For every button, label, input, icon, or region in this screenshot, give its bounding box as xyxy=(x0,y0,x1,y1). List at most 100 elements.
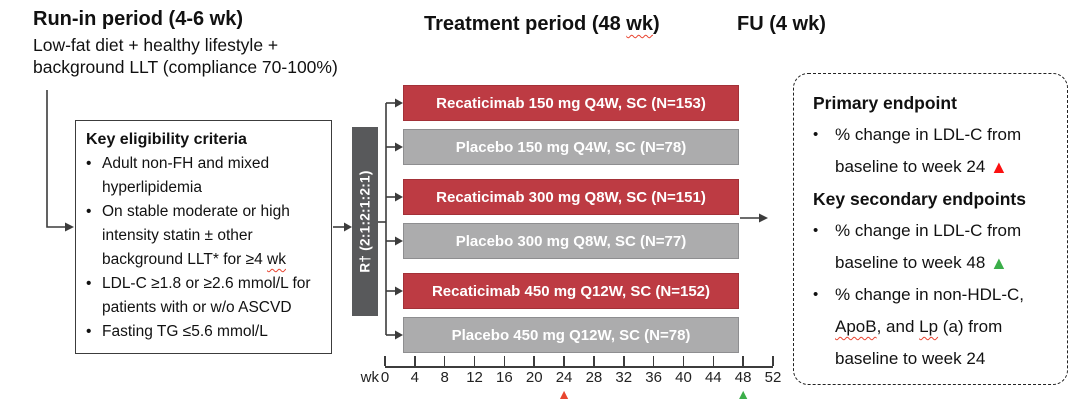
triangle-marker-icon: ▲ xyxy=(990,253,1008,273)
run-in-subtitle-line2: background LLT (compliance 70-100%) xyxy=(33,57,338,77)
axis-tick-label: 20 xyxy=(525,369,543,386)
secondary-endpoints-list: • % change in LDL-C from baseline to week… xyxy=(813,215,1055,375)
endpoints-box: Primary endpoint • % change in LDL-C from… xyxy=(793,73,1068,385)
endpoint-item: • % change in non-HDL-C, ApoB, and Lp (a)… xyxy=(813,279,1055,375)
arrow-right-icon xyxy=(395,236,403,246)
bullet-icon: • xyxy=(813,222,819,239)
eligibility-list: • Adult non-FH and mixed hyperlipidemia • O… xyxy=(86,152,321,344)
eligibility-item: • LDL-C ≥1.8 or ≥2.6 mmol/L for patients … xyxy=(86,272,321,320)
text-segment: , and xyxy=(876,317,920,336)
endpoint-item: • % change in LDL-C from baseline to week… xyxy=(813,119,1055,183)
branch-arrows xyxy=(386,98,403,340)
placebo-arm-bar: Placebo 150 mg Q4W, SC (N=78) xyxy=(403,129,739,165)
text-segment: LDL-C ≥1.8 or ≥2.6 mmol/L for patients w… xyxy=(102,275,311,316)
axis-tick-label: 28 xyxy=(585,369,603,386)
week-24-marker-icon: ▲ xyxy=(557,386,571,402)
secondary-endpoints-title: Key secondary endpoints xyxy=(813,189,1026,209)
text-segment: % change in LDL-C from baseline to week … xyxy=(835,221,1022,272)
text-segment: (a) from baseline to week 24 xyxy=(835,317,1003,368)
arrow-right-icon xyxy=(344,222,352,232)
axis-tick-label: 16 xyxy=(496,369,513,386)
run-in-header: Run-in period (4-6 wk) Low-fat diet + he… xyxy=(33,8,338,78)
bullet-icon: • xyxy=(813,286,819,303)
placebo-arm-bar: Placebo 300 mg Q8W, SC (N=77) xyxy=(403,223,739,259)
axis-tick xyxy=(563,356,565,366)
primary-endpoint-list: • % change in LDL-C from baseline to week… xyxy=(813,119,1055,183)
arrow-right-icon xyxy=(395,286,403,296)
axis-tick-label: 4 xyxy=(410,369,420,386)
text-segment: % change in non-HDL-C, xyxy=(835,285,1024,304)
axis-tick-label: 48 xyxy=(734,369,752,386)
axis-tick-label: 32 xyxy=(615,369,633,386)
eligibility-item-text: On stable moderate or high intensity sta… xyxy=(102,200,321,272)
text-segment: ) xyxy=(652,13,660,35)
arm-label: Recaticimab 300 mg Q8W, SC (N=151) xyxy=(436,188,706,206)
eligibility-item-text: Fasting TG ≤5.6 mmol/L xyxy=(102,320,268,344)
week-axis-unit-label: wk xyxy=(360,369,379,386)
axis-tick-label: 40 xyxy=(675,369,692,386)
endpoint-item-text: % change in LDL-C from baseline to week … xyxy=(835,215,1055,279)
axis-tick-label: 0 xyxy=(380,369,390,386)
axis-tick xyxy=(772,356,774,366)
axis-tick xyxy=(414,356,416,366)
text-segment: Adult non-FH and mixed hyperlipidemia xyxy=(102,155,270,196)
axis-tick xyxy=(712,356,715,366)
run-in-subtitle-line1: Low-fat diet + healthy lifestyle + xyxy=(33,35,279,55)
axis-tick xyxy=(652,356,655,366)
axis-tick-label: 52 xyxy=(764,369,782,386)
arrow-right-icon xyxy=(759,213,768,223)
week-axis: wk 0 4 8 12 16 20 24 28 32 36 40 44 48 52 ▲ ▲ xyxy=(361,355,781,413)
arm-label: Placebo 450 mg Q12W, SC (N=78) xyxy=(451,326,691,344)
arrow-right-icon xyxy=(395,330,403,340)
arrow-right-icon xyxy=(65,222,74,232)
arm-label: Placebo 150 mg Q4W, SC (N=78) xyxy=(455,138,687,156)
endpoint-item-text: % change in non-HDL-C, ApoB, and Lp (a) … xyxy=(835,279,1055,375)
arm-label: Recaticimab 450 mg Q12W, SC (N=152) xyxy=(431,282,711,300)
triangle-marker-icon: ▲ xyxy=(990,157,1008,177)
eligibility-item: • Fasting TG ≤5.6 mmol/L xyxy=(86,320,321,344)
endpoint-item: • % change in LDL-C from baseline to week… xyxy=(813,215,1055,279)
eligibility-item-text: LDL-C ≥1.8 or ≥2.6 mmol/L for patients w… xyxy=(102,272,321,320)
eligibility-item: • Adult non-FH and mixed hyperlipidemia xyxy=(86,152,321,200)
misspelled-word: Lp xyxy=(919,317,939,336)
placebo-arm-bar: Placebo 450 mg Q12W, SC (N=78) xyxy=(403,317,739,353)
bullet-icon: • xyxy=(86,203,92,220)
misspelled-word: wk xyxy=(626,13,653,35)
fu-header: FU (4 wk) xyxy=(737,13,826,35)
axis-tick-label: 36 xyxy=(645,369,662,386)
arrow-right-icon xyxy=(395,192,403,202)
text-segment: On stable moderate or high intensity sta… xyxy=(102,203,290,268)
eligibility-item: • On stable moderate or high intensity st… xyxy=(86,200,321,272)
axis-tick xyxy=(473,356,476,366)
randomization-label: R† (2:1:2:1:2:1) xyxy=(357,170,373,273)
text-segment: Treatment period (48 xyxy=(424,13,627,35)
bullet-icon: • xyxy=(86,275,92,292)
week-48-marker-icon: ▲ xyxy=(736,386,751,402)
axis-tick xyxy=(443,356,446,366)
axis-tick xyxy=(503,356,506,366)
endpoint-item-text: % change in LDL-C from baseline to week … xyxy=(835,119,1055,183)
axis-tick xyxy=(742,356,744,366)
eligibility-title: Key eligibility criteria xyxy=(86,131,247,148)
axis-tick xyxy=(384,356,386,366)
run-in-elbow-connector xyxy=(46,90,65,228)
primary-endpoint-title: Primary endpoint xyxy=(813,93,957,113)
bullet-icon: • xyxy=(86,323,92,340)
arm-label: Recaticimab 150 mg Q4W, SC (N=153) xyxy=(436,94,706,112)
axis-tick-label: 24 xyxy=(555,369,573,386)
arm-label: Placebo 300 mg Q8W, SC (N=77) xyxy=(455,232,687,250)
axis-tick-label: 8 xyxy=(440,369,449,386)
drug-arm-bar: Recaticimab 150 mg Q4W, SC (N=153) xyxy=(403,85,739,121)
axis-tick-label: 44 xyxy=(704,369,722,386)
treatment-period-header: Treatment period (48 wk) xyxy=(424,13,660,36)
eligibility-item-text: Adult non-FH and mixed hyperlipidemia xyxy=(102,152,321,200)
arrow-right-icon xyxy=(395,142,403,152)
bullet-icon: • xyxy=(813,126,819,143)
axis-tick xyxy=(682,356,685,366)
misspelled-word: ApoB xyxy=(835,317,877,336)
bullet-icon: • xyxy=(86,155,92,172)
axis-tick xyxy=(593,356,595,366)
axis-tick-label: 12 xyxy=(466,369,483,386)
week-axis-line xyxy=(385,366,773,368)
